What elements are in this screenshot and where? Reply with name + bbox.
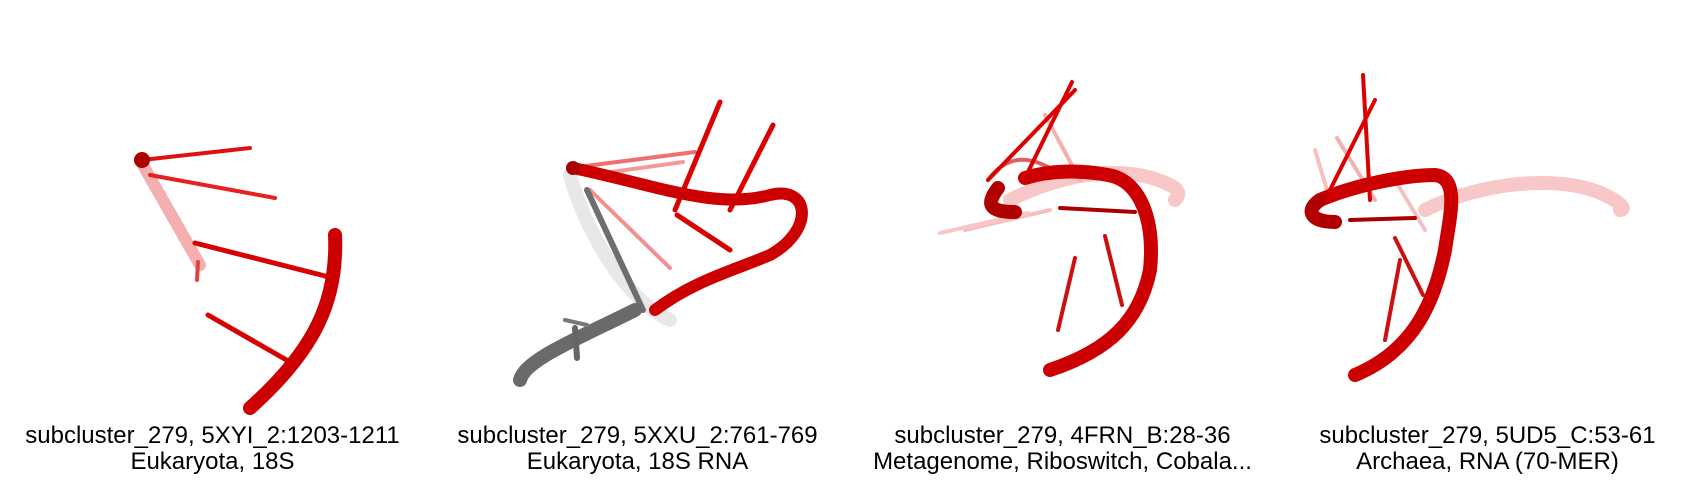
- structure-panel-1: subcluster_279, 5XYI_2:1203-1211 Eukaryo…: [0, 0, 425, 480]
- structure-subtitle: Metagenome, Riboswitch, Cobala...: [873, 448, 1252, 475]
- structure-title: subcluster_279, 5UD5_C:53-61: [1319, 422, 1656, 449]
- rna-structure-image: [513, 99, 808, 387]
- structure-title: subcluster_279, 5XYI_2:1203-1211: [25, 422, 400, 449]
- structure-subtitle: Eukaryota, 18S RNA: [526, 448, 749, 475]
- structure-title: subcluster_279, 4FRN_B:28-36: [894, 422, 1231, 449]
- rna-structure-image: [134, 146, 343, 415]
- rna-structure-image: [1304, 73, 1630, 382]
- structure-panel-2: subcluster_279, 5XXU_2:761-769 Eukaryota…: [425, 0, 850, 480]
- structure-subtitle: Archaea, RNA (70-MER): [1356, 448, 1619, 475]
- structure-title: subcluster_279, 5XXU_2:761-769: [457, 422, 818, 449]
- structure-panel-4: subcluster_279, 5UD5_C:53-61 Archaea, RN…: [1275, 0, 1700, 480]
- structure-subtitle: Eukaryota, 18S: [130, 448, 295, 475]
- structure-panel-3: subcluster_279, 4FRN_B:28-36 Metagenome,…: [850, 0, 1275, 480]
- rna-structure-image: [938, 80, 1186, 377]
